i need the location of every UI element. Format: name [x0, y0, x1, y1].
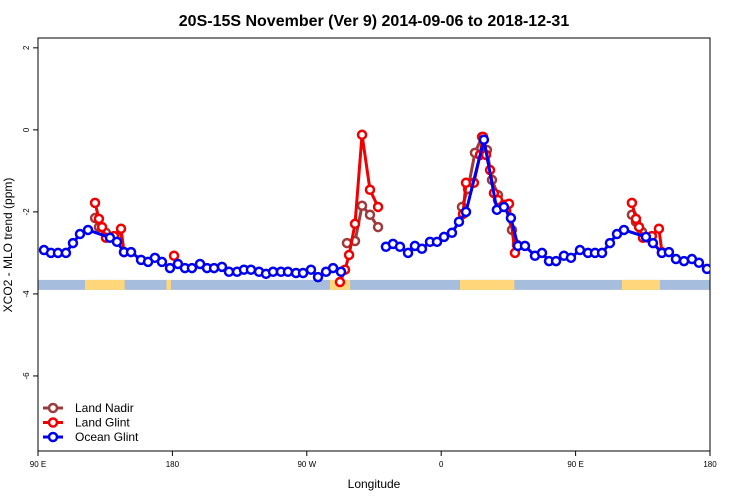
data-point — [168, 250, 180, 262]
x-tick-label: 0 — [439, 460, 444, 469]
data-point — [647, 237, 659, 249]
land-band — [460, 279, 515, 290]
data-point — [96, 221, 108, 233]
data-point — [505, 212, 517, 224]
data-point — [208, 262, 220, 274]
data-point — [364, 184, 376, 195]
data-point — [82, 224, 94, 236]
land-band — [166, 279, 171, 290]
y-tick-label: -4 — [22, 290, 31, 298]
data-point — [372, 221, 384, 233]
land-band — [85, 279, 125, 290]
data-point — [125, 246, 137, 258]
data-point — [186, 262, 198, 274]
data-point — [164, 262, 176, 274]
data-point — [216, 261, 228, 273]
y-tick-label: 0 — [22, 127, 31, 132]
data-point — [89, 197, 101, 209]
data-point — [416, 243, 428, 255]
x-tick-label: 90 W — [297, 460, 316, 469]
data-point — [305, 264, 317, 275]
legend-label: Land Glint — [75, 416, 130, 430]
data-point — [394, 241, 406, 253]
data-point — [446, 227, 458, 239]
data-point — [343, 249, 355, 261]
data-point — [550, 255, 562, 267]
x-tick-label: 90 E — [567, 460, 583, 469]
data-point — [67, 237, 79, 249]
plot-frame — [37, 37, 711, 452]
data-point — [626, 197, 638, 209]
ocean-band — [38, 279, 710, 290]
data-point — [372, 201, 384, 213]
data-point — [327, 262, 339, 274]
y-tick-label: -2 — [22, 208, 31, 216]
data-point — [115, 223, 127, 234]
data-point — [618, 224, 630, 236]
legend-marker — [47, 431, 59, 443]
x-tick-label: 180 — [703, 460, 717, 469]
x-axis-label: Longitude — [348, 477, 401, 491]
data-point — [402, 247, 414, 259]
legend-marker — [47, 402, 59, 414]
data-point — [519, 240, 531, 252]
data-point — [478, 134, 490, 145]
data-point — [223, 266, 235, 278]
data-point — [438, 231, 450, 243]
data-point — [630, 213, 642, 225]
legend-marker — [47, 417, 59, 428]
data-point — [156, 256, 168, 268]
data-point — [604, 237, 616, 249]
data-point — [349, 218, 361, 230]
data-point — [356, 129, 368, 141]
data-point — [245, 264, 257, 275]
x-tick-label: 180 — [166, 460, 180, 469]
data-point — [693, 257, 705, 269]
land-band — [621, 279, 660, 290]
chart-title: 20S-15S November (Ver 9) 2014-09-06 to 2… — [179, 13, 570, 30]
data-point — [74, 228, 86, 240]
data-point — [536, 247, 548, 259]
data-point — [312, 271, 324, 283]
legend-label: Ocean Glint — [75, 430, 139, 444]
data-point — [498, 201, 510, 213]
data-point — [640, 231, 652, 243]
data-point — [282, 266, 294, 278]
y-axis-label: XCO2 - MLO trend (ppm) — [1, 178, 15, 313]
data-point — [453, 216, 465, 227]
data-point — [633, 221, 645, 233]
data-point — [60, 247, 72, 259]
data-point — [431, 236, 443, 248]
data-point — [653, 223, 665, 234]
x-tick-label: 90 E — [30, 460, 46, 469]
y-tick-label: -6 — [22, 372, 31, 380]
data-point — [460, 206, 472, 218]
data-point — [663, 246, 675, 258]
data-point — [111, 236, 123, 248]
data-point — [565, 252, 577, 264]
data-point — [596, 247, 608, 259]
data-point — [334, 276, 346, 288]
data-point — [356, 200, 368, 211]
data-point — [93, 213, 105, 225]
data-point — [670, 253, 682, 265]
legend-label: Land Nadir — [75, 401, 134, 415]
y-tick-label: 2 — [22, 45, 31, 50]
data-point — [574, 244, 586, 256]
data-point — [364, 209, 376, 221]
data-point — [335, 266, 347, 278]
data-point — [701, 263, 710, 275]
